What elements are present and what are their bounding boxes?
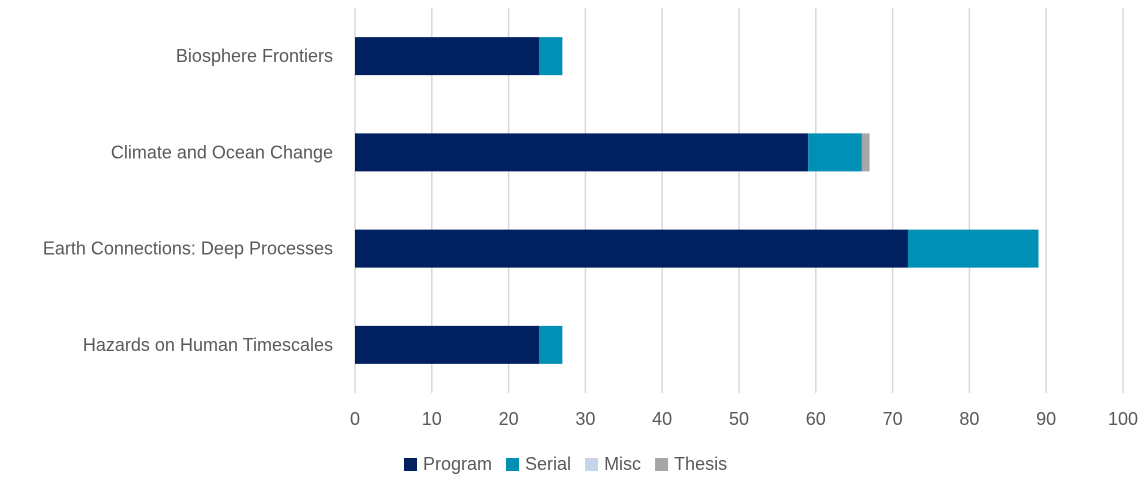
legend-swatch xyxy=(655,458,669,471)
legend-label: Serial xyxy=(525,454,571,474)
category-label: Biosphere Frontiers xyxy=(176,46,333,66)
category-labels: Biosphere Frontiers Climate and Ocean Cha… xyxy=(43,46,333,355)
category-label: Hazards on Human Timescales xyxy=(83,335,333,355)
legend-item-misc: Misc xyxy=(585,454,641,474)
bar-serial-3 xyxy=(539,325,563,364)
x-tick-label: 40 xyxy=(652,409,672,429)
bar-program-3 xyxy=(355,325,540,364)
x-tick-label: 20 xyxy=(499,409,519,429)
x-tick-label: 60 xyxy=(806,409,826,429)
x-tick-label: 100 xyxy=(1108,409,1138,429)
legend-label: Misc xyxy=(604,454,641,474)
x-tick-label: 0 xyxy=(350,409,360,429)
legend-item-program: Program xyxy=(404,454,492,474)
category-label: Earth Connections: Deep Processes xyxy=(43,239,333,259)
legend-item-serial: Serial xyxy=(506,454,571,474)
x-axis-tick-labels: 0 10 20 30 40 50 60 70 80 90 100 xyxy=(350,409,1138,429)
legend-label: Thesis xyxy=(674,454,727,474)
x-tick-label: 90 xyxy=(1036,409,1056,429)
bar-program-2 xyxy=(355,229,908,268)
x-tick-label: 10 xyxy=(422,409,442,429)
legend-swatch xyxy=(404,458,417,471)
bar-program-1 xyxy=(355,133,809,172)
category-label: Climate and Ocean Change xyxy=(111,142,333,162)
bar-serial-1 xyxy=(808,133,862,172)
x-tick-label: 80 xyxy=(959,409,979,429)
x-tick-label: 30 xyxy=(575,409,595,429)
bar-program-0 xyxy=(355,37,540,76)
bar-serial-0 xyxy=(539,37,563,76)
legend-label: Program xyxy=(423,454,492,474)
bar-thesis-1 xyxy=(861,133,870,172)
bars xyxy=(355,37,1039,364)
bar-serial-2 xyxy=(907,229,1039,268)
legend-swatch xyxy=(506,458,520,471)
legend-item-thesis: Thesis xyxy=(655,454,727,474)
legend-swatch xyxy=(585,458,599,471)
x-tick-label: 50 xyxy=(729,409,749,429)
legend: Program Serial Misc Thesis xyxy=(404,454,727,474)
x-tick-label: 70 xyxy=(883,409,903,429)
